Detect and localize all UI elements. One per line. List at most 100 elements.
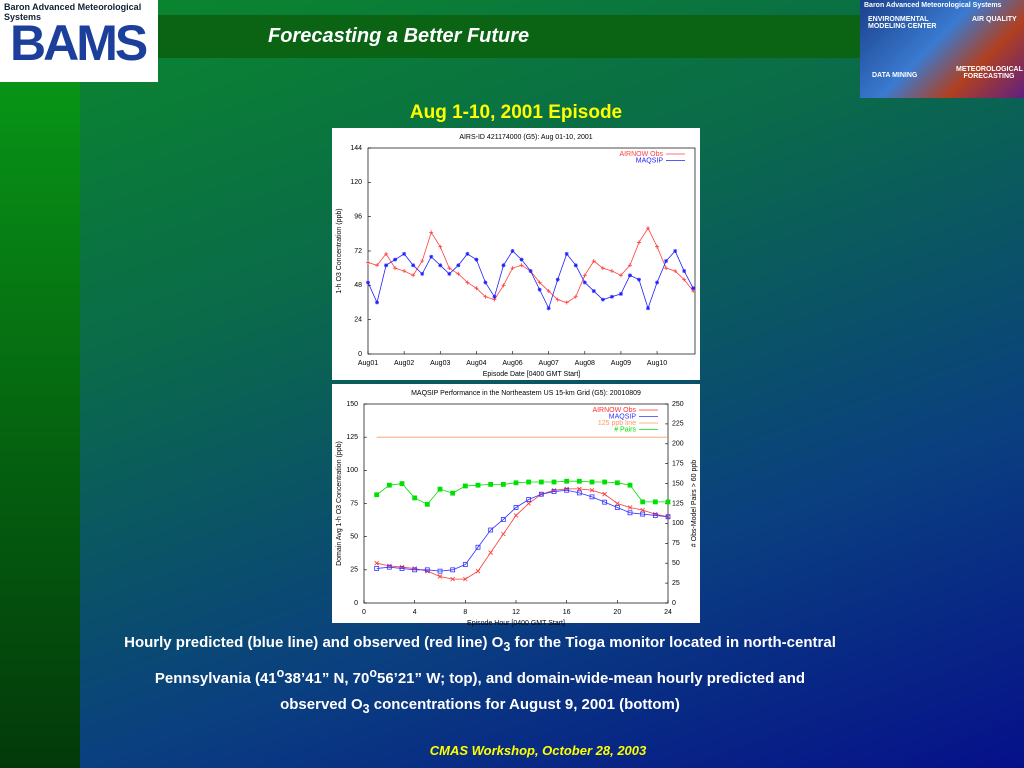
y-tick-label: 0 [358,351,362,358]
marker [513,480,519,486]
caption-text: 38’41” N, 70 [284,670,370,687]
marker [513,513,519,518]
marker [655,280,660,285]
marker [627,263,632,268]
marker [652,499,658,505]
marker [474,286,479,291]
marker [673,269,678,274]
x-tick-label: 8 [463,609,467,616]
marker [386,564,392,570]
slide-title: Forecasting a Better Future [268,25,530,47]
logo-text: BAMS [10,15,148,71]
marker [528,269,533,274]
marker [438,244,443,249]
y2-tick-label: 50 [672,560,680,567]
marker [411,273,416,278]
marker [475,544,481,550]
marker [546,289,551,294]
marker [500,517,506,522]
marker [573,263,578,268]
caption-text: Hourly predicted (blue line) and observe… [124,634,504,651]
marker [483,294,488,299]
marker [682,269,687,274]
x-tick-label: Aug08 [575,360,595,367]
marker [492,294,497,299]
marker [501,283,506,288]
marker [537,280,542,285]
marker [627,482,633,488]
marker [627,505,633,510]
chart-title: AIRS-ID 421174000 (G5): Aug 01-10, 2001 [459,134,592,141]
y2-tick-label: 200 [672,441,684,448]
marker [546,306,551,311]
legend-label: 125 ppb line [598,420,636,427]
marker [402,269,407,274]
marker [447,271,452,276]
y2-tick-label: 175 [672,461,684,468]
y2-tick-label: 0 [672,600,676,607]
chart-box [332,384,700,623]
marker [402,251,407,256]
marker [655,244,660,249]
marker [463,576,468,582]
marker [576,490,582,496]
y-tick-label: 120 [350,179,362,186]
marker [510,249,515,253]
marker [501,531,506,537]
y-tick-label: 0 [354,600,358,607]
banner-text: METEOROLOGICAL FORECASTING [956,66,1023,80]
banner-text: Baron Advanced Meteorological Systems [864,2,1002,9]
marker [627,273,632,278]
marker [664,259,669,264]
marker [420,259,425,264]
marker [386,482,392,488]
marker [582,280,587,285]
marker [614,480,620,486]
marker [665,499,671,505]
x-tick-label: 16 [563,609,571,616]
banner-text: DATA MINING [872,72,918,79]
marker [488,527,494,533]
banner-image: Baron Advanced Meteorological Systems EN… [860,0,1024,98]
marker [646,306,651,311]
marker [564,487,570,493]
x-tick-label: 12 [512,609,520,616]
legend-label: AIRNOW Obs [619,151,663,158]
marker [646,226,651,231]
caption-sup: o [369,666,377,680]
marker [564,251,569,256]
marker [600,297,605,302]
banner-text: ENVIRONMENTAL MODELING CENTER [868,16,937,30]
marker [618,291,623,296]
marker [456,263,461,268]
banner-text: AIR QUALITY [972,16,1017,23]
marker [374,492,380,498]
marker [636,240,641,245]
marker [576,478,582,484]
marker [450,490,456,496]
caption-sub: 3 [503,640,511,654]
y-tick-label: 125 [346,434,358,441]
marker [526,497,532,502]
marker [450,576,455,582]
caption-text: 56’21” W; top), and domain-wide-mean hou… [280,670,806,713]
marker [555,297,560,302]
marker [412,495,418,501]
marker [429,230,434,235]
marker [589,494,595,500]
marker [500,481,506,487]
marker [375,263,380,268]
marker [682,277,687,282]
marker [691,286,696,291]
marker [374,560,379,566]
marker [640,499,646,505]
y-tick-label: 100 [346,467,358,474]
y-tick-label: 144 [350,145,362,152]
marker [411,263,416,268]
marker [609,269,614,274]
marker [437,568,443,574]
marker [384,251,389,256]
marker [615,501,620,506]
marker [600,266,605,271]
marker [673,249,678,253]
